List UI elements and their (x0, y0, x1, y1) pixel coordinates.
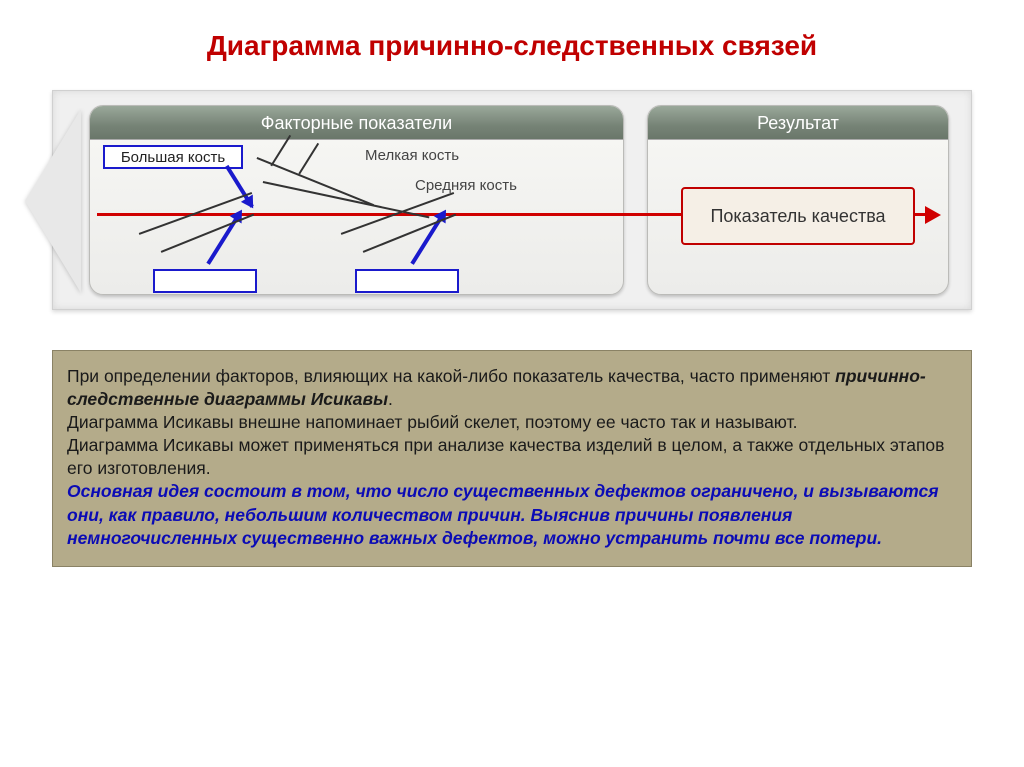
description-paragraph: При определении факторов, влияющих на ка… (67, 365, 957, 411)
factors-panel-header: Факторные показатели (90, 106, 623, 140)
description-lead: Основная идея состоит в том, что число с… (67, 480, 957, 549)
fishbone-diagram: Факторные показатели Результат Большая к… (52, 90, 972, 310)
page-title: Диаграмма причинно-следственных связей (50, 30, 974, 62)
spine-arrowhead-icon (925, 206, 941, 224)
result-box: Показатель качества (681, 187, 915, 245)
lead-run: Основная идея состоит в том, что число с… (67, 481, 939, 547)
description-paragraph: Диаграмма Исикавы внешне напоминает рыби… (67, 411, 957, 434)
big-bone-box: Большая кость (103, 145, 243, 169)
description-paragraph: Диаграмма Исикавы может применяться при … (67, 434, 957, 480)
fish-tail-shape (25, 109, 81, 293)
bone-box-empty (153, 269, 257, 293)
small-bone-label: Мелкая кость (365, 147, 459, 164)
medium-bone-label: Средняя кость (415, 177, 517, 194)
text-run: . (388, 389, 393, 409)
slide: Диаграмма причинно-следственных связей Ф… (0, 0, 1024, 767)
lead-tail: . (877, 528, 882, 548)
bone-box-empty (355, 269, 459, 293)
text-run: При определении факторов, влияющих на ка… (67, 366, 835, 386)
description-block: При определении факторов, влияющих на ка… (52, 350, 972, 567)
result-panel-header: Результат (648, 106, 948, 140)
